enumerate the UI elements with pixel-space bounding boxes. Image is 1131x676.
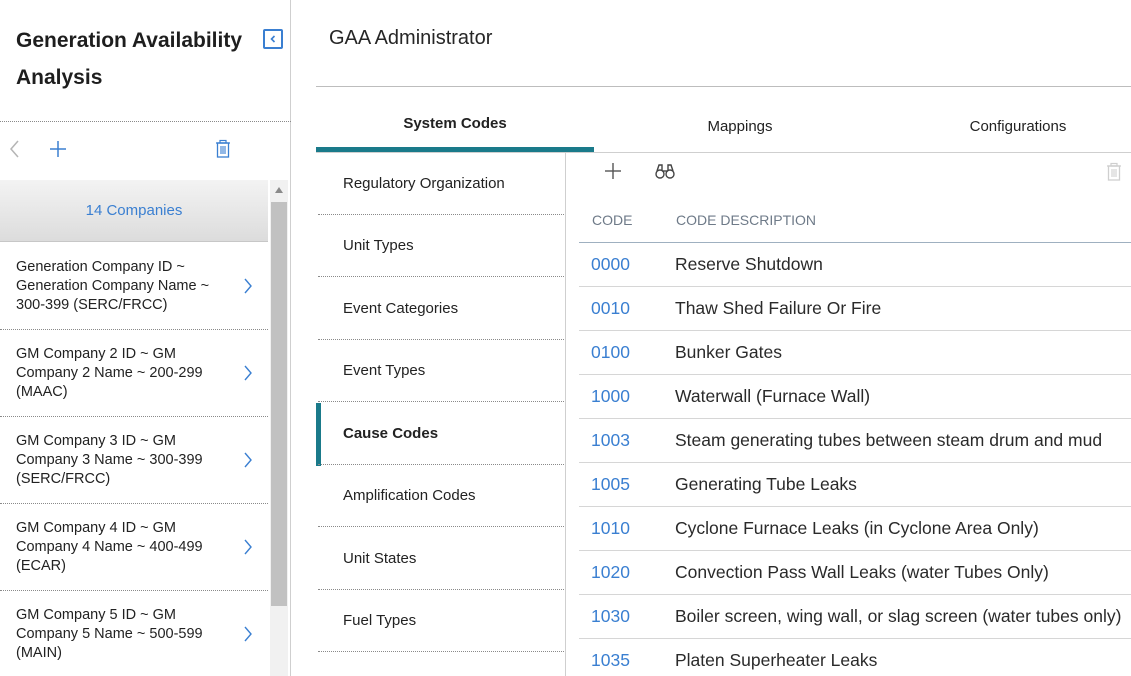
company-item-label: GM Company 4 ID ~ GM Company 4 Name ~ 40… [16, 519, 203, 574]
table-row[interactable]: 1020 Convection Pass Wall Leaks (water Tu… [579, 551, 1131, 595]
table-row[interactable]: 1030 Boiler screen, wing wall, or slag sc… [579, 595, 1131, 639]
scroll-thumb[interactable] [271, 202, 287, 606]
divider [0, 121, 291, 122]
tab-bar: System Codes Mappings Configurations [316, 100, 1131, 153]
code-description: Generating Tube Leaks [675, 474, 857, 494]
triangle-up-icon [275, 187, 283, 193]
code-description: Waterwall (Furnace Wall) [675, 386, 871, 406]
subnav-item-cause-codes[interactable]: Cause Codes [318, 403, 564, 465]
subnav-item-unit-states[interactable]: Unit States [318, 528, 564, 590]
chevron-left-icon [270, 35, 276, 43]
code-description: Bunker Gates [675, 342, 782, 362]
system-codes-subnav: Regulatory Organization Unit Types Event… [316, 153, 566, 676]
code-description: Platen Superheater Leaks [675, 650, 878, 670]
company-item-label: GM Company 2 ID ~ GM Company 2 Name ~ 20… [16, 345, 203, 400]
table-row[interactable]: 0100 Bunker Gates [579, 331, 1131, 375]
plus-icon [605, 163, 621, 179]
left-toolbar [0, 122, 291, 178]
code-link[interactable]: 1030 [591, 606, 630, 626]
table-row[interactable]: 1003 Steam generating tubes between steam… [579, 419, 1131, 463]
code-link[interactable]: 0000 [591, 254, 630, 274]
add-company-button[interactable] [45, 136, 71, 162]
code-link[interactable]: 1020 [591, 562, 630, 582]
company-list-scrollbar[interactable] [270, 180, 288, 676]
chevron-left-icon [10, 140, 19, 158]
code-description: Cyclone Furnace Leaks (in Cyclone Area O… [675, 518, 1039, 538]
plus-icon [50, 141, 66, 157]
column-header-code-description[interactable]: CODE DESCRIPTION [676, 212, 817, 228]
chevron-right-icon [244, 278, 252, 294]
delete-code-button[interactable] [1101, 159, 1127, 185]
code-description: Steam generating tubes between steam dru… [675, 430, 1103, 450]
table-row[interactable]: 1010 Cyclone Furnace Leaks (in Cyclone Ar… [579, 507, 1131, 551]
collapse-panel-button[interactable] [263, 29, 283, 49]
grid-toolbar [566, 153, 1131, 193]
code-link[interactable]: 1035 [591, 650, 630, 670]
trash-icon [216, 139, 230, 158]
active-indicator [316, 403, 321, 466]
grid-header: CODE CODE DESCRIPTION [579, 200, 1131, 243]
add-code-button[interactable] [600, 158, 626, 184]
subnav-item-event-categories[interactable]: Event Categories [318, 278, 564, 340]
code-description: Convection Pass Wall Leaks (water Tubes … [675, 562, 1049, 582]
subnav-item-amplification-codes[interactable]: Amplification Codes [318, 465, 564, 527]
search-codes-button[interactable] [652, 158, 678, 184]
chevron-right-icon [244, 539, 252, 555]
table-row[interactable]: 1000 Waterwall (Furnace Wall) [579, 375, 1131, 419]
table-row[interactable]: 0010 Thaw Shed Failure Or Fire [579, 287, 1131, 331]
divider [316, 86, 1131, 87]
code-link[interactable]: 1005 [591, 474, 630, 494]
binoculars-icon [655, 164, 675, 179]
tab-configurations[interactable]: Configurations [969, 117, 1067, 135]
chevron-right-icon [244, 626, 252, 642]
company-item[interactable]: GM Company 5 ID ~ GM Company 5 Name ~ 50… [0, 591, 268, 676]
column-header-code[interactable]: CODE [592, 212, 633, 228]
company-item-label: GM Company 5 ID ~ GM Company 5 Name ~ 50… [16, 606, 203, 661]
table-row[interactable]: 1005 Generating Tube Leaks [579, 463, 1131, 507]
code-link[interactable]: 1000 [591, 386, 630, 406]
app-title: Generation Availability Analysis [16, 29, 243, 89]
subnav-item-unit-types[interactable]: Unit Types [318, 215, 564, 277]
scroll-up-arrow[interactable] [270, 182, 288, 198]
code-link[interactable]: 0100 [591, 342, 630, 362]
company-count-header[interactable]: 14 Companies [0, 180, 268, 242]
company-item-label: Generation Company ID ~ Generation Compa… [16, 258, 210, 313]
code-description: Boiler screen, wing wall, or slag screen… [675, 606, 1122, 626]
company-item[interactable]: GM Company 3 ID ~ GM Company 3 Name ~ 30… [0, 417, 268, 504]
company-item[interactable]: GM Company 4 ID ~ GM Company 4 Name ~ 40… [0, 504, 268, 591]
code-description: Thaw Shed Failure Or Fire [675, 298, 882, 318]
chevron-right-icon [244, 452, 252, 468]
tab-system-codes[interactable]: System Codes [316, 100, 594, 152]
company-list: 14 Companies Generation Company ID ~ Gen… [0, 180, 288, 676]
code-description: Reserve Shutdown [675, 254, 823, 274]
page-title: GAA Administrator [329, 27, 493, 49]
left-panel: Generation Availability Analysis 14 Comp… [0, 0, 291, 676]
back-button[interactable] [2, 136, 28, 162]
subnav-item-fuel-types[interactable]: Fuel Types [318, 590, 564, 652]
table-row[interactable]: 0000 Reserve Shutdown [579, 243, 1131, 287]
subnav-item-event-types[interactable]: Event Types [318, 340, 564, 402]
tab-mappings[interactable]: Mappings [707, 117, 773, 135]
chevron-right-icon [244, 365, 252, 381]
company-item[interactable]: Generation Company ID ~ Generation Compa… [0, 243, 268, 330]
company-item[interactable]: GM Company 2 ID ~ GM Company 2 Name ~ 20… [0, 330, 268, 417]
code-link[interactable]: 1003 [591, 430, 630, 450]
trash-icon [1107, 162, 1121, 181]
code-link[interactable]: 1010 [591, 518, 630, 538]
table-row[interactable]: 1035 Platen Superheater Leaks [579, 639, 1131, 676]
company-item-label: GM Company 3 ID ~ GM Company 3 Name ~ 30… [16, 432, 203, 487]
delete-company-button[interactable] [210, 136, 236, 162]
code-link[interactable]: 0010 [591, 298, 630, 318]
subnav-item-regulatory-organization[interactable]: Regulatory Organization [318, 153, 564, 215]
